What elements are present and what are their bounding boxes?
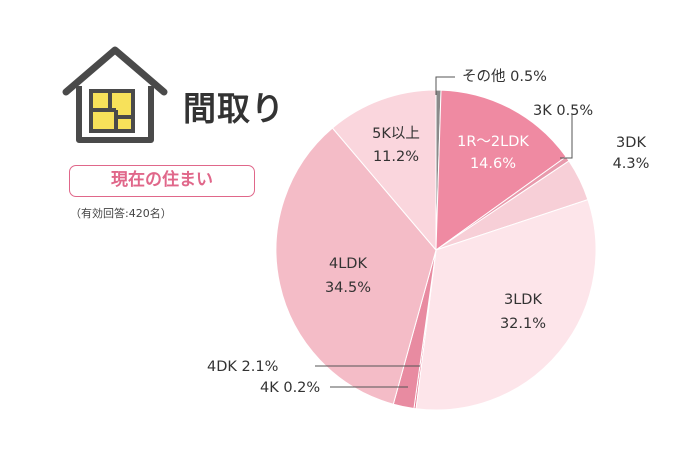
- label-3k: 3K 0.5%: [533, 103, 593, 119]
- leader-line-other: [435, 76, 455, 95]
- label-3dk-name: 3DK: [616, 135, 646, 151]
- label-1r2ldk-value: 14.6%: [470, 156, 516, 172]
- respondent-note: （有効回答:420名）: [70, 207, 172, 220]
- label-4k: 4K 0.2%: [260, 380, 320, 396]
- label-4dk: 4DK 2.1%: [207, 359, 278, 375]
- page-title: 間取り: [183, 89, 285, 128]
- label-4ldk-value: 34.5%: [325, 280, 371, 296]
- pie-slice-3LDK: [415, 198, 597, 411]
- label-3dk-value: 4.3%: [613, 156, 650, 172]
- label-3ldk-value: 32.1%: [500, 316, 546, 332]
- leader-lines: [315, 76, 573, 388]
- label-4ldk-name: 4LDK: [329, 256, 367, 272]
- pie-slice-5K以上: [331, 89, 437, 252]
- label-5k-name: 5K以上: [372, 125, 420, 142]
- pie-slice-1R～2LDK: [435, 89, 567, 251]
- pie-slices: [275, 89, 597, 411]
- house-icon: [62, 46, 168, 143]
- label-5k-value: 11.2%: [373, 149, 419, 165]
- label-1r2ldk-name: 1R～2LDK: [457, 134, 529, 150]
- leader-line-3k: [560, 114, 573, 159]
- label-other: その他 0.5%: [462, 68, 547, 85]
- label-3ldk-name: 3LDK: [504, 292, 542, 308]
- status-badge: 現在の住まい: [69, 165, 255, 197]
